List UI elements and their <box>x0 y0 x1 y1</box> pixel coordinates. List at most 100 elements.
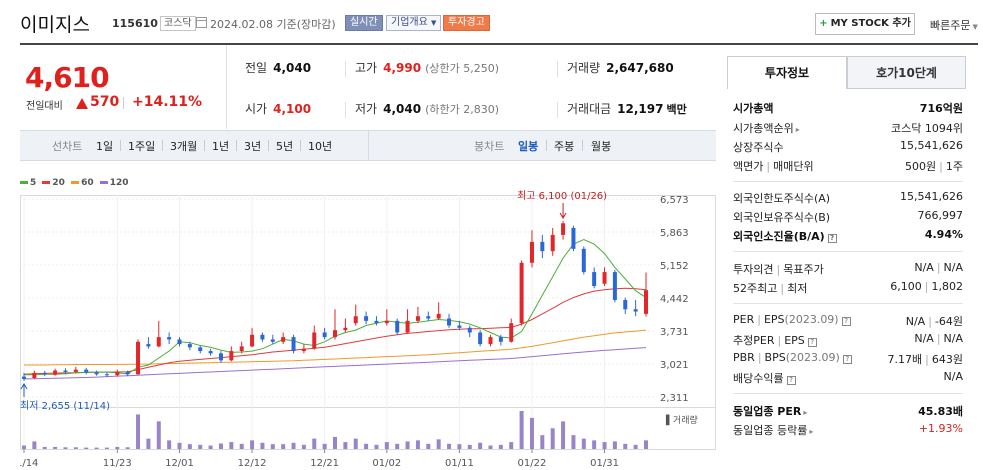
company-overview-button[interactable]: 기업개요 ▼ <box>386 15 442 31</box>
low-price-cell: 저가 4,040 (하한가 2,830) <box>355 102 499 116</box>
candle <box>260 334 265 340</box>
divider <box>733 393 963 394</box>
volume-bar <box>592 440 597 449</box>
candle <box>312 332 317 349</box>
chart-frame <box>20 195 716 450</box>
volume-bar <box>374 444 379 449</box>
period-10y[interactable]: 10년 <box>308 140 333 153</box>
candle <box>239 346 244 352</box>
price-chart[interactable]: 5 20 60 120 6,573 5,863 5,152 4,442 3,731 3,0… <box>20 175 716 470</box>
volume-bar <box>364 443 369 449</box>
divider <box>120 140 121 151</box>
candle <box>136 341 141 375</box>
chart-legend: 5 20 60 120 <box>20 178 129 188</box>
volume-label: ▌거래량 <box>665 414 698 426</box>
candle <box>94 372 99 375</box>
period-3y[interactable]: 3년 <box>244 140 262 153</box>
foreign-limit-row: 외국인한도주식수(A) 15,541,626 <box>733 190 963 205</box>
help-icon[interactable]: ? <box>786 376 796 385</box>
realtime-button[interactable]: 실시간 <box>345 15 383 31</box>
est-per-eps-row: 추정PER | EPS? N/A | N/A <box>733 332 963 347</box>
candle <box>602 272 607 284</box>
period-1w[interactable]: 1주일 <box>128 140 156 153</box>
candle-monthly[interactable]: 월봉 <box>591 140 612 153</box>
add-my-stock-button[interactable]: + MY STOCK 추가 <box>815 13 915 35</box>
help-icon[interactable]: ? <box>807 338 817 347</box>
chevron-down-icon: ▼ <box>972 23 978 31</box>
candlestick-chart[interactable]: 6,573 5,863 5,152 4,442 3,731 3,021 2,311 11/14… <box>20 175 716 470</box>
volume-bar <box>218 443 223 449</box>
x-tick-label: 01/11 <box>445 458 474 469</box>
volume-bar <box>146 438 151 449</box>
volume-bar <box>94 447 99 449</box>
candle-daily[interactable]: 일봉 <box>518 140 539 153</box>
sector-per-row[interactable]: 동일업종 PER ▸ 45.83배 <box>733 405 963 418</box>
candle <box>343 327 348 331</box>
x-tick-label: 12/21 <box>310 458 339 469</box>
candle <box>405 320 410 333</box>
candle <box>384 320 389 324</box>
volume-bar <box>198 444 203 449</box>
price-change: 570 <box>90 94 120 110</box>
divider <box>345 102 346 118</box>
volume-bar <box>478 442 483 449</box>
quick-order-button[interactable]: 빠른주문 ▼ <box>930 19 978 32</box>
period-5y[interactable]: 5년 <box>276 140 294 153</box>
candle <box>177 339 182 345</box>
legend-ma120: 120 <box>109 178 129 188</box>
candle <box>146 344 151 347</box>
candle <box>519 262 524 324</box>
y-tick-label: 3,021 <box>660 360 689 371</box>
stock-header: 이미지스 115610 코스닥 2024.02.08 기준(장마감) 실시간 기… <box>0 0 983 44</box>
volume-bar <box>602 442 607 449</box>
volume-bar <box>488 445 493 449</box>
help-icon[interactable]: ? <box>841 317 851 326</box>
tab-investment-info[interactable]: 투자정보 <box>727 56 847 89</box>
candle <box>42 372 47 375</box>
candle-weekly[interactable]: 주봉 <box>554 140 575 153</box>
period-1d[interactable]: 1일 <box>96 140 114 153</box>
period-1y[interactable]: 1년 <box>212 140 230 153</box>
volume-bar <box>125 447 130 449</box>
volume-bar <box>581 438 586 449</box>
candle <box>426 316 431 319</box>
candle <box>633 309 638 312</box>
volume-bar <box>312 438 317 449</box>
volume-bar <box>467 444 472 449</box>
divider <box>204 140 205 151</box>
tab-orderbook[interactable]: 호가10단계 <box>847 56 966 89</box>
period-3m[interactable]: 3개월 <box>170 140 198 153</box>
candle <box>498 337 503 342</box>
help-icon[interactable]: ? <box>827 234 837 243</box>
toolbar-divider <box>368 131 369 160</box>
divider <box>300 140 301 151</box>
volume-bar <box>63 447 68 449</box>
x-tick-label: 01/31 <box>590 458 619 469</box>
divider <box>345 61 346 77</box>
candle <box>208 351 213 354</box>
y-tick-label: 2,311 <box>660 393 689 404</box>
candle <box>478 332 483 345</box>
volume-bar <box>384 442 389 449</box>
legend-swatch-ma120 <box>99 181 108 184</box>
y-tick-label: 6,573 <box>660 195 689 206</box>
volume-bar <box>281 444 286 449</box>
volume-bar <box>73 447 78 449</box>
line-chart-tab[interactable]: 선차트 <box>52 140 83 153</box>
candle <box>125 371 130 375</box>
market-cap-rank-row[interactable]: 시가총액순위 ▸ 코스닥 1094위 <box>733 122 963 135</box>
sector-change-row[interactable]: 동일업종 등락률 ▸ +1.93% <box>733 422 963 437</box>
divider <box>557 61 558 77</box>
investment-warning-badge[interactable]: 투자경고 <box>443 15 490 31</box>
plus-icon: + <box>819 18 828 29</box>
candle <box>488 337 493 345</box>
investment-info-panel: 투자정보 호가10단계 시가총액 716억원 시가총액순위 ▸ 코스닥 1094위 상… <box>727 56 971 470</box>
divider <box>557 102 558 118</box>
candle <box>540 241 545 252</box>
volume-bar <box>457 444 462 449</box>
candle <box>447 318 452 326</box>
candle-chart-tab[interactable]: 봉차트 <box>474 140 505 153</box>
help-icon[interactable]: ? <box>842 355 852 364</box>
candle <box>395 320 400 333</box>
candle <box>374 320 379 324</box>
